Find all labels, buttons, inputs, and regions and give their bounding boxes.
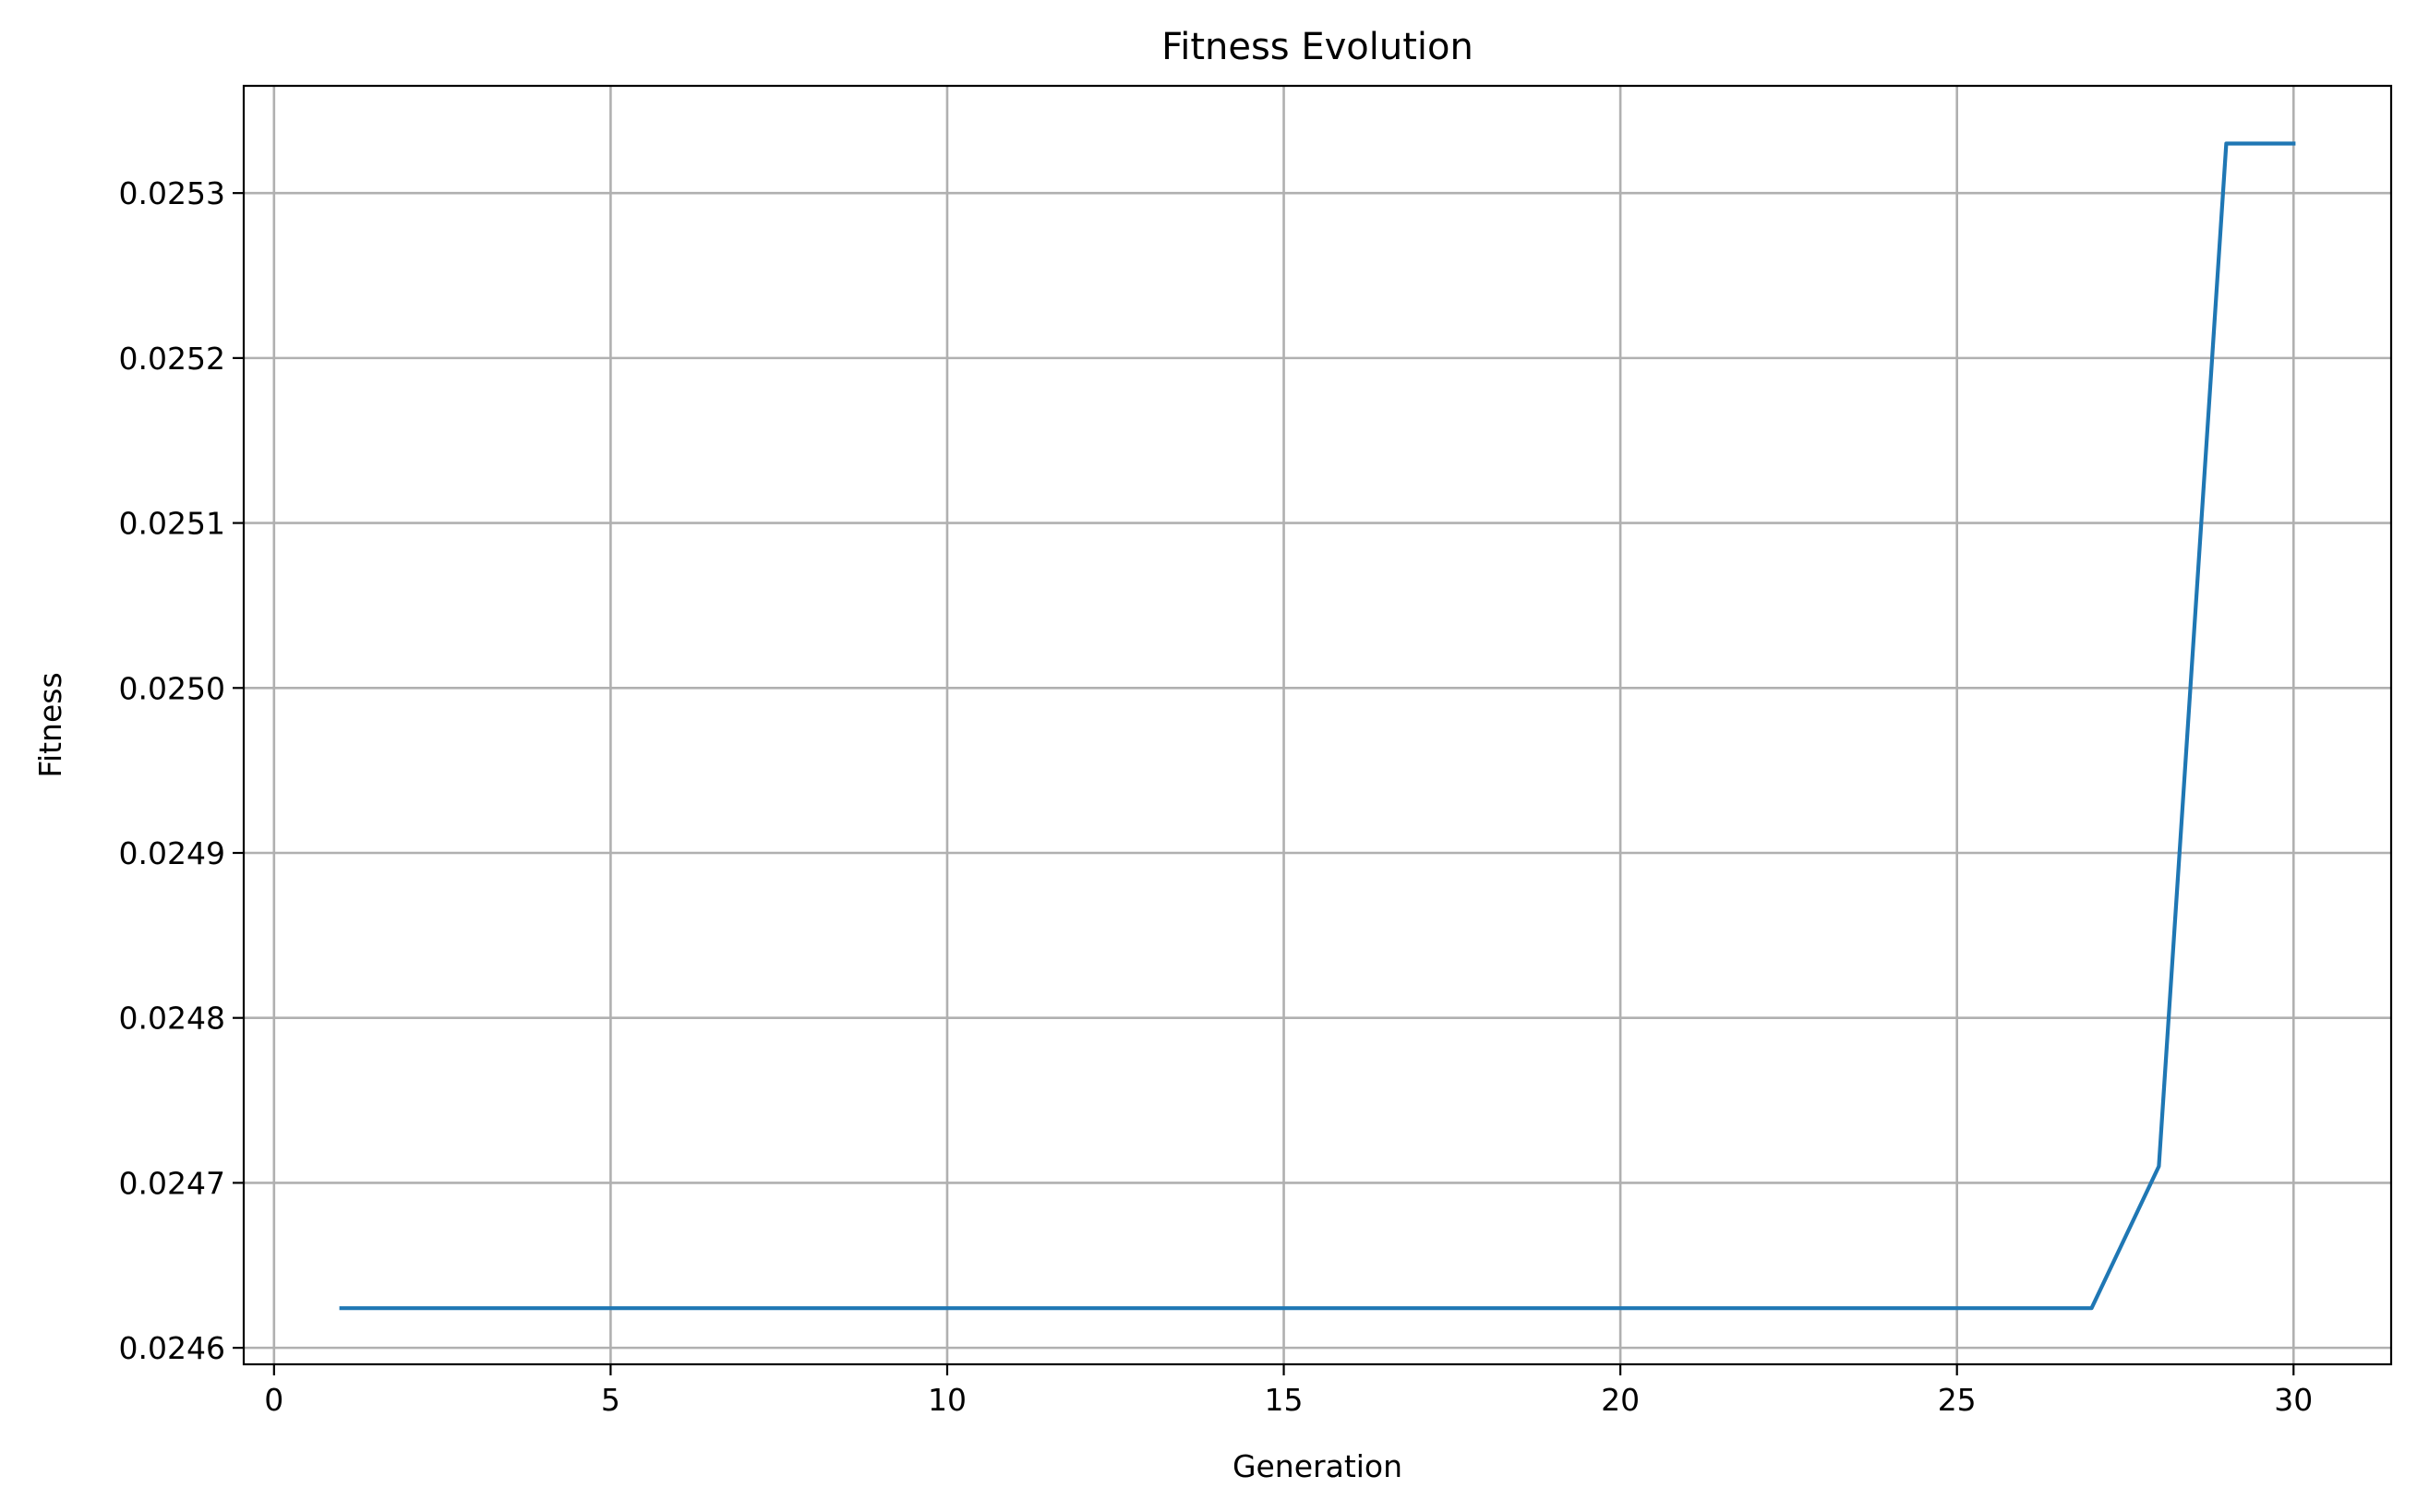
- x-tick-label: 15: [1265, 1382, 1304, 1418]
- y-tick-label: 0.0246: [119, 1330, 225, 1366]
- x-tick-label: 5: [601, 1382, 620, 1418]
- chart-title: Fitness Evolution: [1161, 26, 1473, 68]
- y-tick-label: 0.0252: [119, 341, 225, 377]
- data-series: [339, 141, 2296, 1311]
- y-tick-label: 0.0248: [119, 1001, 225, 1037]
- y-tick-label: 0.0250: [119, 670, 225, 706]
- axis-ticks: 0 5 10 15 20 25 30 0.0246 0.0247 0.0248 0.0249 0.02…: [119, 175, 2314, 1418]
- y-tick-label: 0.0253: [119, 175, 225, 211]
- x-axis-label: Generation: [1233, 1448, 1402, 1484]
- y-tick-label: 0.0249: [119, 835, 225, 871]
- fitness-series-line: [339, 141, 2296, 1311]
- y-tick-label: 0.0247: [119, 1165, 225, 1201]
- y-axis-label: Fitness: [32, 672, 68, 777]
- x-tick-label: 0: [264, 1382, 283, 1418]
- x-tick-label: 10: [928, 1382, 967, 1418]
- plot-frame: [242, 84, 2393, 1366]
- x-tick-label: 30: [2274, 1382, 2313, 1418]
- x-tick-label: 20: [1601, 1382, 1640, 1418]
- y-tick-label: 0.0251: [119, 506, 225, 542]
- x-tick-label: 25: [1938, 1382, 1977, 1418]
- grid-lines: [244, 86, 2391, 1364]
